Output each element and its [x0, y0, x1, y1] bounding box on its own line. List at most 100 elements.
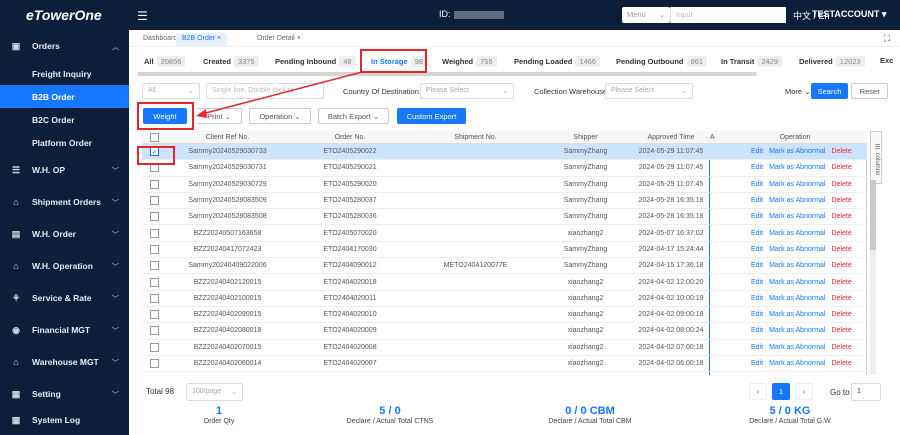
- row-checkbox[interactable]: [150, 359, 159, 368]
- status-tab-pending-loaded[interactable]: Pending Loaded 1466: [514, 56, 601, 67]
- custom-export-button[interactable]: Custom Export: [397, 108, 466, 124]
- sidebar-group-wh-operation[interactable]: ⌂ W.H. Operation ﹀: [0, 250, 129, 282]
- account-menu[interactable]: TESTACCOUNT ▾: [812, 9, 887, 19]
- delete-link[interactable]: Delete: [831, 245, 852, 253]
- select-all-checkbox[interactable]: [150, 132, 159, 142]
- table-row[interactable]: Sammy20240409022006 ETO2404090012 METO2404…: [142, 258, 867, 275]
- edit-link[interactable]: Edit: [751, 294, 764, 302]
- mark-abnormal-link[interactable]: Mark as Abnormal: [769, 278, 826, 286]
- delete-link[interactable]: Delete: [831, 197, 852, 205]
- row-checkbox[interactable]: [150, 326, 159, 336]
- table-row[interactable]: Sammy20240529030731 ETO2405290021 SammyZha…: [142, 160, 867, 177]
- status-tab-weighed[interactable]: Weighed 756: [442, 56, 497, 67]
- row-checkbox[interactable]: [150, 228, 159, 238]
- table-row[interactable]: ✓ Sammy20240529030733 ETO2405290022 SammyZh…: [142, 144, 867, 161]
- row-checkbox[interactable]: [150, 261, 159, 271]
- table-scrollbar[interactable]: [870, 180, 876, 375]
- brand-logo[interactable]: eTowerOne: [0, 0, 129, 30]
- mark-abnormal-link[interactable]: Mark as Abnormal: [769, 197, 826, 205]
- edit-link[interactable]: Edit: [751, 311, 764, 319]
- next-page-button[interactable]: ›: [795, 383, 813, 400]
- row-checkbox[interactable]: [150, 196, 159, 206]
- delete-link[interactable]: Delete: [831, 311, 852, 319]
- sidebar-group-warehouse-mgt[interactable]: ⌂ Warehouse MGT ﹀: [0, 346, 129, 378]
- status-tab-pending-outbound[interactable]: Pending Outbound 861: [616, 56, 708, 67]
- sidebar-group-wh-op[interactable]: ☰ W.H. OP ﹀: [0, 154, 129, 186]
- order-search-input[interactable]: Single line, Double click to: [206, 83, 324, 99]
- language-switch[interactable]: 中文 / En: [793, 11, 830, 21]
- col-client-ref[interactable]: Client Ref No.: [205, 134, 250, 141]
- edit-link[interactable]: Edit: [751, 180, 764, 188]
- header-search-input[interactable]: Input: [670, 7, 786, 23]
- edit-link[interactable]: Edit: [751, 360, 764, 367]
- mark-abnormal-link[interactable]: Mark as Abnormal: [769, 164, 826, 172]
- mark-abnormal-link[interactable]: Mark as Abnormal: [769, 229, 826, 237]
- sidebar-group-wh-order[interactable]: ▤ W.H. Order ﹀: [0, 218, 129, 250]
- table-row[interactable]: BZZ20240402090015 ETO2404020010 xiaozhang2…: [142, 307, 867, 324]
- more-filters-toggle[interactable]: More ⌄: [785, 87, 810, 96]
- goto-page-input[interactable]: 1: [851, 383, 881, 401]
- row-checkbox[interactable]: [150, 293, 159, 303]
- scrollbar-thumb[interactable]: [870, 180, 876, 250]
- delete-link[interactable]: Delete: [831, 164, 852, 172]
- status-tab-in-transit[interactable]: In Transit 2429: [721, 56, 783, 67]
- status-tab-delivered[interactable]: Delivered 12023: [799, 56, 865, 67]
- status-tab-exception[interactable]: Exc: [880, 56, 893, 65]
- status-tab-pending-inbound[interactable]: Pending Inbound 48: [275, 56, 356, 67]
- scope-select[interactable]: All ⌄: [142, 83, 200, 99]
- table-row[interactable]: BZZ20240402100015 ETO2404020011 xiaozhang2…: [142, 291, 867, 307]
- edit-link[interactable]: Edit: [751, 197, 764, 205]
- close-icon[interactable]: ×: [296, 35, 301, 42]
- sidebar-group-service-rate[interactable]: ⚘ Service & Rate ﹀: [0, 282, 129, 314]
- collection-warehouse-select[interactable]: Please Select ⌄: [605, 83, 693, 99]
- delete-link[interactable]: Delete: [831, 343, 852, 351]
- tab-order-detail[interactable]: Order Detail ×: [251, 33, 307, 46]
- sidebar-item-freight-inquiry[interactable]: Freight Inquiry: [32, 68, 92, 79]
- edit-link[interactable]: Edit: [751, 213, 764, 221]
- edit-link[interactable]: Edit: [751, 343, 764, 351]
- table-row[interactable]: BZZ20240402060014 ETO2404020007 xiaozhang2…: [142, 356, 867, 373]
- menu-toggle-icon[interactable]: ☰: [137, 9, 148, 23]
- table-row[interactable]: BZZ20240402120015 ETO2404020018 xiaozhang2…: [142, 274, 867, 291]
- sidebar-group-financial[interactable]: ◉ Financial MGT ﹀: [0, 314, 129, 346]
- mark-abnormal-link[interactable]: Mark as Abnormal: [769, 148, 826, 156]
- sidebar-group-shipment-orders[interactable]: ⌂ Shipment Orders ﹀: [0, 186, 129, 218]
- mark-abnormal-link[interactable]: Mark as Abnormal: [769, 343, 826, 351]
- row-checkbox[interactable]: [150, 179, 159, 189]
- sidebar-group-setting[interactable]: ▦ Setting ﹀: [0, 378, 129, 410]
- table-row[interactable]: BZZ20240402080018 ETO2404020009 xiaozhang2…: [142, 323, 867, 340]
- col-shipment-no[interactable]: Shipment No.: [454, 134, 497, 141]
- prev-page-button[interactable]: ‹: [749, 383, 767, 400]
- mark-abnormal-link[interactable]: Mark as Abnormal: [769, 245, 826, 253]
- status-tab-created[interactable]: Created 3375: [203, 56, 259, 67]
- table-row[interactable]: BZZ20240507163658 ETO2405070020 xiaozhang2…: [142, 225, 867, 242]
- mark-abnormal-link[interactable]: Mark as Abnormal: [769, 262, 826, 270]
- mark-abnormal-link[interactable]: Mark as Abnormal: [769, 213, 826, 221]
- sidebar-item-b2b-order[interactable]: B2B Order: [0, 85, 129, 108]
- menu-select[interactable]: Menu ⌄: [622, 7, 670, 23]
- delete-link[interactable]: Delete: [831, 213, 852, 221]
- table-row[interactable]: Sammy20240528083508 ETO2405280036 SammyZha…: [142, 209, 867, 226]
- delete-link[interactable]: Delete: [831, 180, 852, 188]
- status-tab-in-storage[interactable]: In Storage 98: [371, 56, 428, 67]
- operation-button[interactable]: Operation ⌄: [249, 108, 311, 124]
- weight-button[interactable]: Weight: [143, 108, 187, 124]
- fullscreen-icon[interactable]: ⛶: [883, 33, 890, 43]
- mark-abnormal-link[interactable]: Mark as Abnormal: [769, 311, 826, 319]
- row-checkbox[interactable]: [150, 342, 159, 352]
- columns-toggle[interactable]: ☰ columns: [870, 131, 882, 184]
- col-order-no[interactable]: Order No.: [334, 134, 366, 141]
- edit-link[interactable]: Edit: [751, 229, 764, 237]
- sidebar-item-platform-order[interactable]: Platform Order: [32, 137, 92, 148]
- print-button[interactable]: Print ⌄: [197, 108, 242, 124]
- table-row[interactable]: Sammy20240529030729 ETO2405290020 SammyZha…: [142, 177, 867, 193]
- table-row[interactable]: BZZ20240402070015 ETO2404020008 xiaozhang2…: [142, 340, 867, 356]
- delete-link[interactable]: Delete: [831, 262, 852, 270]
- edit-link[interactable]: Edit: [751, 278, 764, 286]
- status-tabs-scrollbar[interactable]: [137, 72, 757, 76]
- status-tab-all[interactable]: All 20856: [144, 56, 186, 67]
- delete-link[interactable]: Delete: [831, 148, 852, 156]
- row-checkbox[interactable]: [150, 277, 159, 287]
- delete-link[interactable]: Delete: [831, 294, 852, 302]
- sidebar-group-system-log[interactable]: ▦ System Log: [0, 410, 129, 430]
